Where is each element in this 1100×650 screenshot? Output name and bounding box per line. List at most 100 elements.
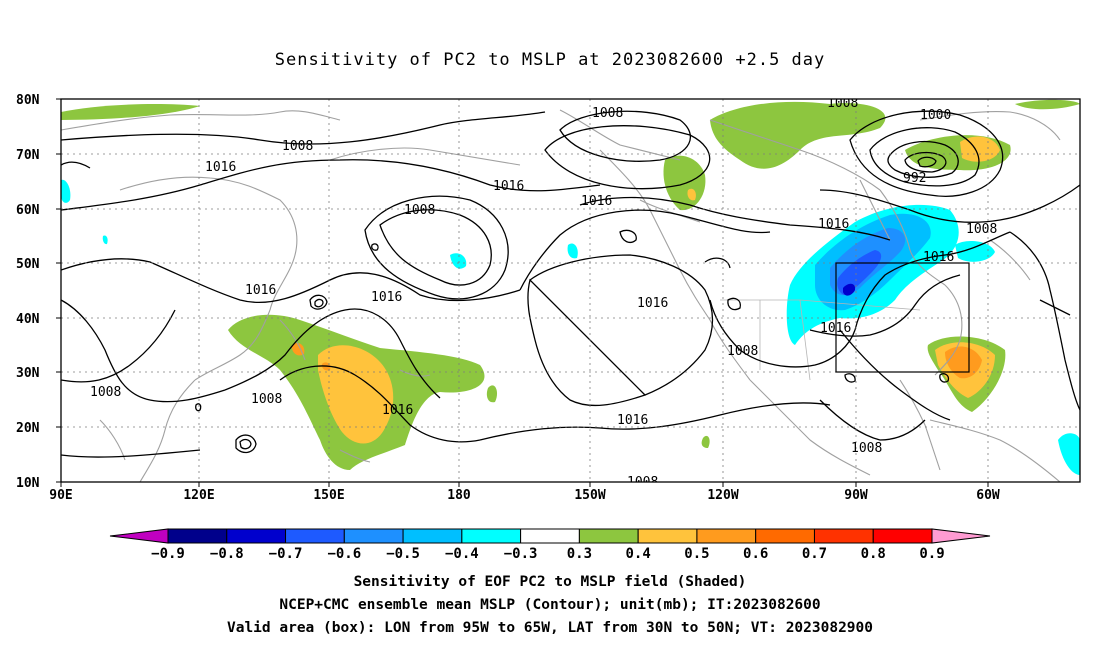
caption-line-2: NCEP+CMC ensemble mean MSLP (Contour); u…	[279, 597, 821, 613]
colorbar-tick-label: 0.8	[861, 546, 886, 562]
negative-shade-aleutian	[450, 253, 467, 269]
contour-label-1008-india: 1008	[90, 385, 121, 400]
lat-label: 60N	[16, 203, 40, 218]
negative-shade-east-atlantic	[1058, 433, 1080, 475]
contour-label-1016-gulf-alaska: 1016	[581, 194, 612, 209]
contour-label-1016-bering: 1016	[493, 179, 524, 194]
colorbar-tick-label: −0.6	[327, 546, 361, 562]
colorbar-swatch	[285, 528, 345, 544]
colorbar-tick-label: −0.3	[504, 546, 538, 562]
caption-line-3: Valid area (box): LON from 95W to 65W, L…	[226, 620, 873, 636]
negative-shade-arctic-west	[61, 179, 71, 203]
colorbar-swatch	[167, 528, 228, 544]
contour-label-1008-top: 1008	[827, 96, 858, 111]
contour-label-1008-arctic: 1008	[592, 106, 623, 121]
contour-label-1016-subtropical-high: 1016	[637, 296, 668, 311]
positive-shade-west-pacific-core	[318, 345, 394, 444]
lon-label: 120W	[707, 488, 738, 503]
colorbar-tick-label: 0.3	[567, 546, 592, 562]
contour-label-1008-central-america: 1008	[851, 441, 882, 456]
colorbar-tick-label: 0.4	[626, 546, 651, 562]
lat-label: 40N	[16, 312, 40, 327]
lat-label: 80N	[16, 93, 40, 108]
colorbar-tick-label: −0.9	[151, 546, 185, 562]
negative-shade-new-england	[955, 240, 995, 262]
lon-label: 120E	[183, 488, 214, 503]
colorbar-tick-label: 0.6	[743, 546, 768, 562]
contour-label-1016-east-pacific: 1016	[820, 321, 851, 336]
colorbar-swatch	[872, 528, 933, 544]
colorbar-swatch	[813, 528, 874, 544]
colorbar-swatch	[637, 528, 698, 544]
contour-label-1008-hudson: 1008	[966, 222, 997, 237]
negative-shade-east-canada-peak	[843, 283, 856, 296]
latitude-labels: 80N 70N 60N 50N 40N 30N 20N 10N	[16, 93, 40, 491]
positive-shade-japan-peak	[291, 343, 305, 356]
contour-label-1008-philippines: 1008	[251, 392, 282, 407]
colorbar-low-triangle	[109, 528, 169, 544]
map-title: Sensitivity of PC2 to MSLP at 2023082600…	[274, 50, 826, 70]
mslp-contours	[61, 110, 1080, 458]
contour-label-1008-mexico: 1008	[727, 344, 758, 359]
colorbar-tick-label: 0.9	[919, 546, 944, 562]
lon-label: 60W	[976, 488, 1000, 503]
colorbar-swatch	[343, 528, 404, 544]
colorbar-tick-label: −0.8	[210, 546, 244, 562]
lat-label: 20N	[16, 421, 40, 436]
lon-label: 150E	[313, 488, 344, 503]
axis-ticks	[56, 98, 989, 487]
colorbar-tick-label: −0.5	[386, 546, 420, 562]
positive-shade-arctic-canada	[710, 101, 886, 169]
lon-label: 90W	[844, 488, 868, 503]
contour-label-1016-siberia: 1016	[205, 160, 236, 175]
contour-label-992: 992	[903, 171, 926, 186]
lon-label: 90E	[49, 488, 72, 503]
contour-label-1016-great-lakes: 1016	[923, 250, 954, 265]
map-frame	[60, 98, 1081, 483]
contour-label-1016-central-us: 1016	[382, 403, 413, 418]
contour-label-1008-north-pacific: 1008	[282, 139, 313, 154]
valid-area-box	[835, 262, 970, 373]
colorbar-tick-label: 0.5	[684, 546, 709, 562]
negative-shade-siberia	[102, 235, 108, 245]
contour-labels: 1008 1008 1008 1008 1000 992 1016 1016 1…	[90, 106, 997, 490]
colorbar-swatch	[520, 528, 580, 544]
colorbar-swatch	[696, 528, 757, 544]
graticule	[61, 99, 1080, 482]
colorbar-tick-label: −0.4	[445, 546, 479, 562]
contour-label-1000: 1000	[920, 108, 951, 123]
contour-label-1016-japan: 1016	[245, 283, 276, 298]
colorbar-swatch	[402, 528, 463, 544]
colorbar-swatch	[578, 528, 639, 544]
colorbar-high-triangle	[931, 528, 991, 544]
positive-shade-small-pacific	[486, 385, 498, 403]
colorbar-swatch	[461, 528, 522, 544]
colorbar-swatch	[226, 528, 287, 544]
contour-label-1016-canada: 1016	[818, 217, 849, 232]
colorbar-tick-label: 0.7	[802, 546, 827, 562]
positive-shade-north-atlantic	[1015, 99, 1080, 110]
lat-label: 30N	[16, 366, 40, 381]
negative-shade-east-canada-core	[837, 250, 882, 295]
positive-shade-alaska-core	[687, 188, 696, 201]
positive-shade-arctic-west	[61, 104, 200, 120]
colorbar: −0.9 −0.8 −0.7 −0.6 −0.5 −0.4 −0.3 0.3 0.4 0.5 0.6…	[109, 528, 991, 562]
contour-label-1008-aleutian: 1008	[404, 203, 435, 218]
contour-label-1016-west-pacific: 1016	[371, 290, 402, 305]
positive-shade-small-tropic	[701, 435, 710, 448]
lat-label: 70N	[16, 148, 40, 163]
caption-line-1: Sensitivity of EOF PC2 to MSLP field (Sh…	[353, 574, 747, 590]
colorbar-tick-label: −0.7	[269, 546, 303, 562]
sensitivity-shading	[61, 99, 1080, 475]
lon-label: 150W	[574, 488, 605, 503]
contour-label-1008-equatorial: 1008	[627, 475, 658, 490]
lat-label: 10N	[16, 476, 40, 491]
lat-label: 50N	[16, 257, 40, 272]
map-panel	[61, 99, 1080, 482]
negative-shade-north-pacific	[567, 243, 578, 259]
longitude-labels: 90E 120E 150E 180 150W 120W 90W 60W	[49, 488, 1000, 503]
lon-label: 180	[447, 488, 471, 503]
contour-label-1016-south-pacific: 1016	[617, 413, 648, 428]
colorbar-swatch	[755, 528, 815, 544]
